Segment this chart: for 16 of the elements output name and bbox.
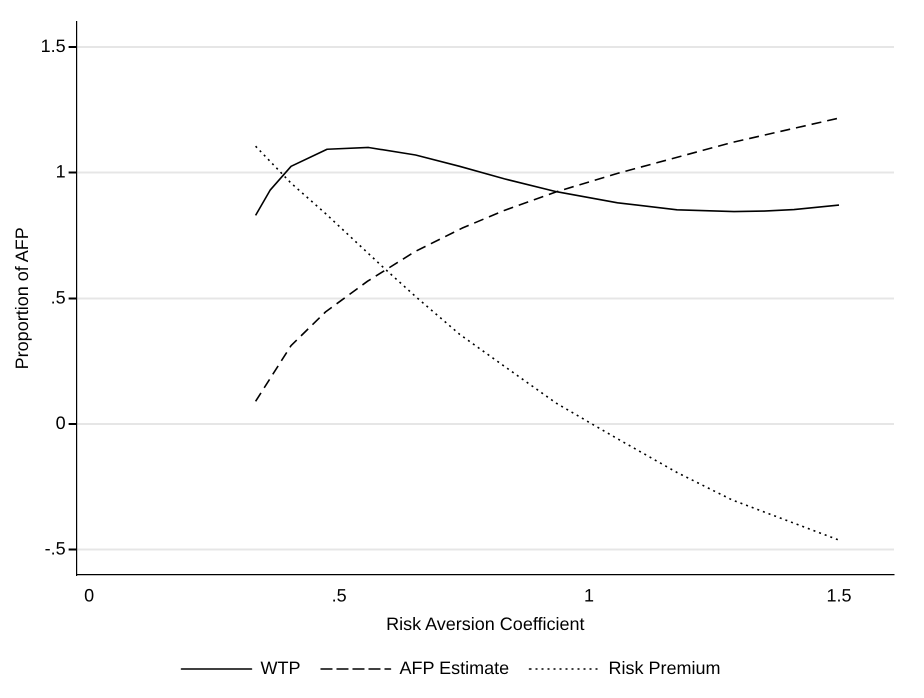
legend-label: Risk Premium xyxy=(608,658,721,678)
x-tick-label: 0 xyxy=(84,586,94,606)
y-tick-label: .5 xyxy=(50,287,66,308)
x-tick-label: 1.5 xyxy=(826,586,852,606)
line-series xyxy=(254,145,840,541)
legend-label: AFP Estimate xyxy=(399,658,510,678)
x-axis-title: Risk Aversion Coefficient xyxy=(386,614,585,634)
x-tick-label: 1 xyxy=(584,586,594,606)
line-series xyxy=(254,117,840,402)
y-tick-label: 0 xyxy=(56,412,66,433)
y-tick-label: 1 xyxy=(56,162,66,182)
legend-label: WTP xyxy=(260,658,300,678)
y-tick-label: -.5 xyxy=(44,538,66,559)
y-tick-label: 1.5 xyxy=(40,36,66,56)
x-tick-label: .5 xyxy=(332,586,347,606)
y-axis-title: Proportion of AFP xyxy=(12,227,32,370)
